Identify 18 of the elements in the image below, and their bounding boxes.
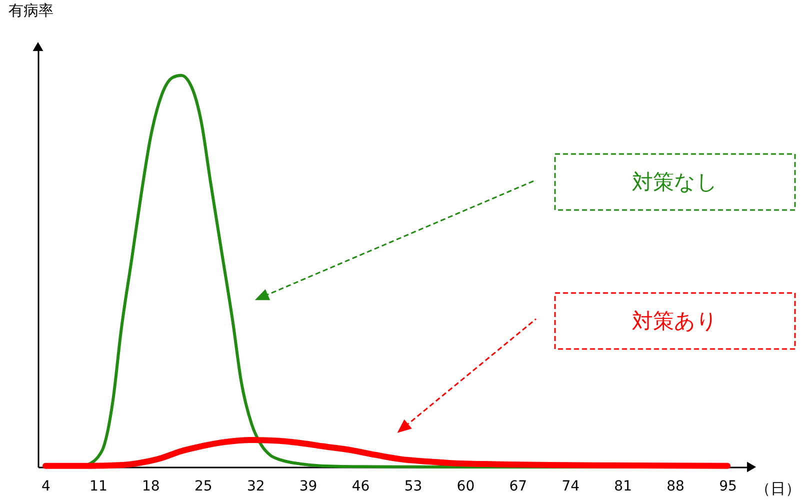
x-tick-label: 95 — [719, 478, 737, 494]
x-tick-label: 88 — [666, 478, 684, 494]
x-tick-label: 60 — [456, 478, 475, 494]
legend-label: 対策あり — [632, 309, 718, 333]
x-tick-label: 32 — [246, 478, 265, 494]
x-tick-label: 18 — [142, 478, 160, 494]
legend-label: 対策なし — [632, 170, 718, 194]
x-tick-label: 46 — [352, 478, 370, 494]
x-tick-label: 39 — [299, 478, 318, 494]
y-axis-title: 有病率 — [8, 2, 54, 20]
x-tick-label: 67 — [509, 478, 528, 494]
x-tick-label: 53 — [404, 478, 422, 494]
x-tick-label: 4 — [42, 478, 51, 494]
x-tick-label: 81 — [614, 478, 632, 494]
x-tick-label: 74 — [562, 478, 580, 494]
x-tick-label: 25 — [194, 478, 212, 494]
x-axis-title: （日） — [756, 480, 800, 498]
x-tick-label: 11 — [90, 478, 108, 494]
